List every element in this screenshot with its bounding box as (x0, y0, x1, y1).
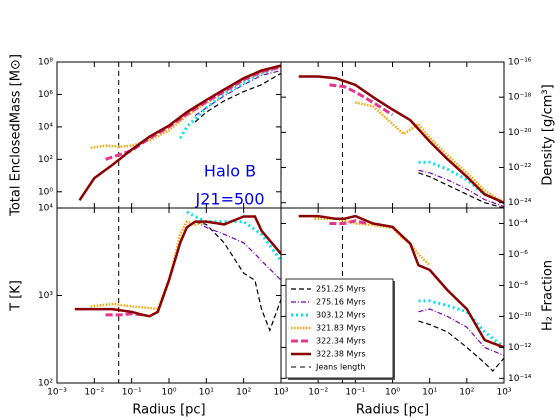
y-tick-label: 10⁻⁶ (508, 250, 528, 260)
y-tick-label: 10⁻¹⁶ (508, 58, 532, 68)
series-line (355, 101, 504, 204)
y-tick-label: 10⁻²⁰ (508, 128, 532, 138)
series-line (298, 214, 504, 349)
series-line (418, 160, 504, 205)
plot-area (298, 62, 504, 208)
legend-label: 321.83 Myrs (316, 324, 366, 333)
series-line (329, 83, 394, 117)
series-line (418, 320, 504, 372)
x-tick-label: 10⁰ (161, 388, 176, 398)
series-line (298, 75, 504, 204)
y-tick-label: 10⁻¹² (508, 343, 532, 353)
y-tick-label: 10⁻⁸ (508, 281, 528, 291)
x-tick-label: 10³ (496, 388, 511, 398)
y-axis-label: T [K] (9, 280, 24, 312)
x-tick-label: 10² (236, 388, 251, 398)
series-line (418, 172, 504, 208)
legend-label: 303.12 Myrs (316, 311, 366, 320)
legend-label: 322.38 Myrs (316, 350, 366, 359)
x-tick-label: 10⁻¹ (345, 388, 365, 398)
x-axis-label: Radius [pc] (132, 403, 205, 418)
series-line (418, 169, 504, 208)
series-line (329, 219, 367, 225)
y-tick-label: 10⁰ (38, 187, 53, 197)
plot-area (74, 208, 281, 383)
x-tick-label: 10⁻² (84, 388, 104, 398)
series-line (90, 220, 207, 311)
y-tick-label: 10⁴ (38, 122, 53, 132)
y-tick-label: 10⁻²² (508, 163, 532, 173)
y-tick-label: 10² (38, 155, 53, 165)
plot-area (298, 208, 504, 383)
series-line (178, 65, 281, 139)
legend-label: 322.34 Myrs (316, 337, 366, 346)
series-line (78, 64, 281, 201)
y-axis-label: Total EnclosedMass [M⊙] (9, 54, 24, 217)
x-axis-label: Radius [pc] (356, 403, 429, 418)
series-line (105, 65, 281, 161)
plot-area (78, 62, 281, 208)
x-tick-label: 10¹ (199, 388, 214, 398)
y-axis-label: Density [g/cm³] (541, 84, 556, 185)
series-line (418, 299, 504, 349)
series-line (418, 308, 504, 357)
series-line (194, 72, 281, 123)
annotation: Halo B (204, 162, 256, 181)
axes-frame (280, 61, 505, 209)
y-tick-label: 10² (38, 379, 53, 389)
x-tick-label: 10⁻³ (47, 388, 67, 398)
x-tick-label: 10⁰ (385, 388, 400, 398)
y-tick-label: 10⁻¹⁰ (508, 312, 532, 322)
annotation: J21=500 (194, 190, 264, 209)
series-line (194, 221, 281, 281)
y-tick-label: 10⁶ (38, 90, 53, 100)
y-tick-label: 10⁻²⁴ (508, 198, 532, 208)
x-tick-label: 10¹ (422, 388, 437, 398)
y-tick-label: 10³ (38, 291, 53, 301)
legend-label: 251.25 Myrs (316, 285, 366, 294)
series-line (186, 210, 281, 262)
y-tick-label: 10⁻⁴ (508, 219, 528, 229)
series-line (194, 69, 281, 117)
y-axis-label: H₂ Fraction (541, 260, 556, 331)
x-tick-label: 10⁻² (308, 388, 328, 398)
x-tick-label: 10⁻¹ (122, 388, 142, 398)
x-tick-label: 10³ (273, 388, 288, 398)
y-tick-label: 10⁸ (38, 58, 53, 68)
series-line (74, 215, 281, 318)
y-tick-label: 10⁴ (38, 204, 53, 214)
axes-frame (56, 61, 282, 209)
y-tick-label: 10⁻¹⁸ (508, 93, 532, 103)
legend-label: 275.16 Myrs (316, 298, 366, 307)
series-line (90, 65, 281, 150)
legend-label: Jeans length (315, 363, 365, 372)
y-tick-label: 10⁻¹⁴ (508, 374, 532, 384)
series-line (314, 217, 431, 267)
x-tick-label: 10² (459, 388, 474, 398)
axes-frame (56, 207, 282, 384)
